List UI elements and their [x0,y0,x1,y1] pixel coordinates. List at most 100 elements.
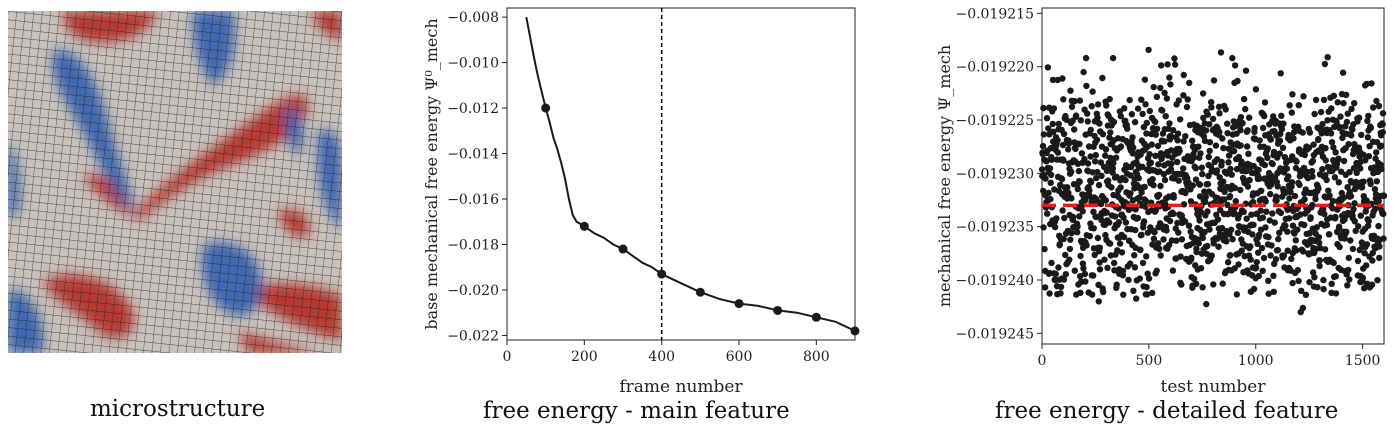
chart2-scatter-point [1117,143,1125,150]
chart2-scatter-point [1188,254,1195,261]
chart2-scatter-point [1080,265,1087,272]
chart2-scatter-point [1249,231,1256,238]
chart2-scatter-point [1117,184,1124,191]
chart2-scatter-point [1299,248,1307,255]
chart2-scatter-point [1192,165,1199,172]
chart2-scatter-point [1067,236,1074,243]
chart2-scatter-point [1049,76,1057,84]
chart2-scatter-point [1204,208,1211,215]
chart2-scatter-point [1242,67,1250,74]
chart2-scatter-point [1060,96,1067,103]
chart2-scatter-point [1263,208,1270,215]
chart2-scatter-point [1300,164,1308,172]
chart2-scatter-point [1089,169,1096,176]
chart2-scatter-point [1045,125,1052,132]
chart2-scatter-point [1215,243,1222,250]
chart2-scatter-point [1084,118,1091,125]
chart2-scatter-point [1065,140,1072,147]
chart2-scatter-point [1096,120,1103,127]
chart1-ytick-label: −0.020 [447,283,499,299]
chart2-scatter-point [1065,146,1072,153]
microstructure-image [8,11,342,353]
chart2-scatter-point [1344,110,1351,117]
chart2-scatter-point [1047,179,1054,186]
chart2-scatter-point [1060,235,1067,243]
chart2-scatter-point [1040,104,1047,112]
chart2-scatter-point [1261,112,1268,120]
chart2-scatter-point [1255,249,1262,256]
chart2-scatter-point [1229,54,1236,62]
chart2-scatter-point [1161,176,1169,184]
chart2-scatter-point [1088,291,1096,298]
chart2-scatter-point [1138,189,1145,196]
main-feature-chart: −0.008 −0.010 −0.012 −0.014 −0.016 −0.018 −0.0… [422,7,860,397]
chart2-scatter-point [1365,112,1372,120]
chart2-scatter-point [1062,271,1069,278]
chart2-scatter-point [1131,264,1139,271]
chart2-scatter-point [1040,131,1047,138]
chart2-scatter-point [1222,106,1229,113]
chart2-scatter-point [1157,252,1164,259]
chart2-scatter-point [1291,192,1299,200]
chart2-scatter-point [1336,243,1343,251]
chart2-scatter-point [1066,256,1073,263]
chart2-scatter-point [1149,289,1156,297]
chart2-scatter-point [1309,157,1317,165]
chart2-scatter-point [1081,270,1089,278]
chart2-scatter-point [1072,112,1080,119]
chart2-scatter-point [1115,219,1122,226]
chart2-scatter-point [1299,129,1306,136]
chart2-scatter-point [1342,91,1350,99]
chart2-scatter-point [1150,182,1157,189]
chart2-scatter-point [1190,239,1197,247]
chart1-ytick-label: −0.010 [447,56,499,72]
chart2-scatter-point [1279,144,1287,151]
chart2-scatter-point [1370,104,1377,111]
chart2-scatter-point [1261,161,1268,169]
chart2-scatter-point [1267,136,1274,143]
chart2-scatter-point [1095,281,1102,288]
chart2-scatter-point [1131,118,1139,126]
chart2-scatter-point [1324,117,1331,124]
chart2-scatter-point [1084,110,1091,117]
chart2-scatter-point [1197,265,1205,272]
chart2-scatter-point [1130,287,1137,294]
chart2-scatter-point [1086,232,1093,240]
chart1-plot-area [506,7,856,341]
chart2-ytick-label: −0.019225 [955,113,1034,129]
chart2-scatter-point [1268,242,1275,249]
chart2-scatter-point [1156,245,1163,252]
chart2-scatter-point [1340,157,1348,165]
chart1-ytick-label: −0.018 [447,237,499,253]
chart2-scatter-point [1287,188,1294,196]
chart2-scatter-point [1245,150,1252,157]
chart2-scatter-point [1169,127,1177,134]
chart2-scatter-point [1097,200,1105,208]
chart2-scatter-point [1380,192,1388,199]
chart2-scatter-point [1094,168,1101,176]
chart2-scatter-point [1320,205,1327,212]
chart2-scatter-point [1150,83,1157,91]
chart2-scatter-point [1328,105,1335,112]
chart2-scatter-point [1306,279,1313,286]
chart2-scatter-point [1059,141,1067,149]
chart2-scatter-point [1247,256,1254,263]
chart2-scatter-point [1330,259,1337,267]
chart2-scatter-point [1367,124,1375,131]
chart2-scatter-point [1154,142,1162,150]
chart2-scatter-point [1047,171,1055,178]
chart2-scatter-point [1061,214,1068,222]
chart2-scatter-point [1240,208,1247,216]
chart2-scatter-point [1372,191,1380,198]
chart2-scatter-point [1302,291,1310,298]
chart2-scatter-point [1301,196,1308,203]
chart2-scatter-point [1125,276,1132,284]
chart2-scatter-point [1324,54,1331,61]
chart2-scatter-point [1306,230,1313,237]
chart2-scatter-point [1233,165,1241,173]
chart2-ytick-label: −0.019230 [955,166,1034,182]
chart1-xlabel: frame number [619,377,743,397]
chart2-scatter-point [1293,158,1300,165]
chart2-scatter-point [1081,155,1088,163]
chart2-scatter-point [1071,98,1078,105]
